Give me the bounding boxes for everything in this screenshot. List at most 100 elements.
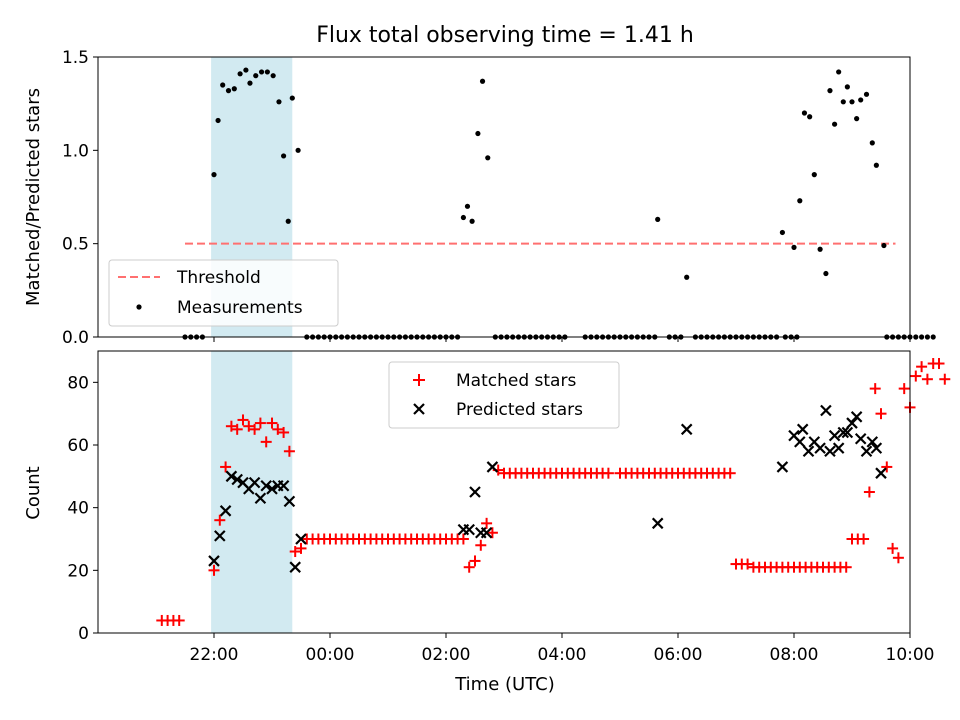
- x-tick-label: 02:00: [422, 645, 471, 665]
- matched-star-point: [463, 561, 475, 573]
- chart-title: Flux total observing time = 1.41 h: [316, 23, 694, 48]
- measurement-point: [881, 242, 887, 249]
- measurement-point: [289, 95, 295, 101]
- measurement-point: [832, 121, 838, 127]
- legend-label-matched: Matched stars: [456, 371, 576, 391]
- matched-star-point: [840, 561, 852, 573]
- measurement-point: [264, 69, 270, 75]
- measurement-point: [237, 71, 243, 77]
- predicted-star-point: [846, 417, 858, 429]
- predicted-star-point: [832, 442, 845, 454]
- predicted-star-point: [870, 442, 883, 454]
- measurement-point: [869, 140, 875, 146]
- predicted-star-point: [231, 473, 243, 486]
- measurement-point: [807, 114, 813, 120]
- measurement-point: [475, 130, 481, 137]
- y-tick-label-top: 1.5: [62, 48, 89, 68]
- measurement-point: [253, 73, 259, 79]
- matched-star-point: [457, 533, 469, 545]
- y-tick-label-bottom: 80: [67, 373, 89, 393]
- x-tick-label: 04:00: [538, 645, 587, 665]
- predicted-star-point: [219, 505, 232, 517]
- predicted-star-point: [248, 476, 261, 489]
- predicted-star-point: [266, 483, 278, 495]
- measurement-point: [797, 198, 803, 204]
- matched-star-point: [875, 408, 887, 420]
- measurement-point: [211, 172, 217, 178]
- y-tick-label-top: 0.0: [62, 328, 89, 348]
- plot-frame-top: [97, 56, 911, 338]
- matched-star-point: [295, 542, 307, 554]
- measurement-point: [844, 84, 850, 90]
- legend-bottom: Matched stars Predicted stars: [388, 361, 620, 429]
- legend-label-predicted: Predicted stars: [456, 400, 583, 420]
- matched-star-point: [887, 542, 899, 554]
- measurement-point: [924, 334, 931, 340]
- matched-star-point: [260, 436, 272, 448]
- measurement-point: [281, 153, 287, 159]
- measurement-point: [919, 334, 925, 340]
- matched-star-point: [921, 373, 933, 385]
- matched-star-point: [933, 358, 945, 370]
- bottom-panel: Count Time (UTC) 0 20 40 60 80 22:00 00:00 02:0…: [23, 350, 951, 695]
- matched-star-point: [858, 533, 870, 545]
- predicted-star-point: [208, 555, 220, 567]
- measurement-point: [863, 91, 870, 97]
- measurement-point: [823, 270, 829, 277]
- predicted-star-point: [295, 533, 307, 545]
- x-tick-label: 06:00: [654, 645, 703, 665]
- predicted-star-point: [289, 561, 301, 573]
- measurement-point: [779, 229, 786, 236]
- predicted-star-point: [254, 492, 267, 505]
- y-tick-label-top: 1.0: [62, 141, 89, 161]
- x-axis-label: Time (UTC): [454, 674, 555, 695]
- x-tick-label: 08:00: [770, 645, 819, 665]
- predicted-star-point: [486, 461, 499, 473]
- matched-star-point: [278, 426, 290, 438]
- predicted-star-point: [214, 530, 226, 542]
- predicted-star-point: [463, 523, 475, 536]
- matched-star-point: [742, 558, 754, 570]
- x-tick-label: 22:00: [190, 645, 239, 665]
- legend-label-measurements: Measurements: [177, 298, 303, 318]
- legend-swatch-predicted: [413, 403, 425, 415]
- matched-star-point: [863, 486, 875, 498]
- matched-star-point: [469, 555, 481, 567]
- x-tick-label: 10:00: [886, 645, 935, 665]
- measurement-point: [295, 147, 301, 153]
- predicted-star-point: [837, 426, 850, 439]
- measurement-point: [801, 110, 808, 116]
- legend-swatch-matched: [413, 374, 425, 386]
- predicted-star-point: [260, 479, 272, 492]
- measurement-point: [270, 73, 276, 79]
- y-axis-label-top: Matched/Predicted stars: [23, 88, 44, 306]
- matched-star-point: [869, 383, 881, 395]
- legend-box-top: [108, 259, 339, 327]
- matched-star-point: [214, 514, 226, 526]
- measurement-point: [464, 203, 471, 209]
- top-panel: Flux total observing time = 1.41 h Match…: [23, 23, 936, 348]
- y-axis-label-bottom: Count: [23, 466, 44, 519]
- matched-star-point: [881, 461, 893, 473]
- matched-star-point: [208, 564, 220, 576]
- measurement-point: [258, 69, 265, 75]
- predicted-star-point: [480, 526, 493, 539]
- predicted-star-point: [794, 436, 806, 448]
- predicted-star-point: [854, 432, 867, 445]
- measurement-point: [247, 80, 253, 86]
- measurement-point: [840, 99, 846, 105]
- matched-star-point: [892, 552, 904, 564]
- predicted-star-point: [651, 517, 664, 530]
- predicted-star-point: [824, 445, 836, 458]
- measurement-point: [285, 218, 291, 224]
- matched-star-point: [486, 527, 498, 539]
- measurement-point: [849, 99, 855, 105]
- measurement-point: [684, 274, 690, 280]
- predicted-star-point: [828, 429, 841, 442]
- predicted-star-point: [680, 423, 693, 436]
- x-tick-label: 00:00: [306, 645, 355, 665]
- matched-star-point: [249, 423, 261, 435]
- predicted-star-point: [469, 486, 481, 498]
- y-tick-label-bottom: 60: [67, 436, 89, 456]
